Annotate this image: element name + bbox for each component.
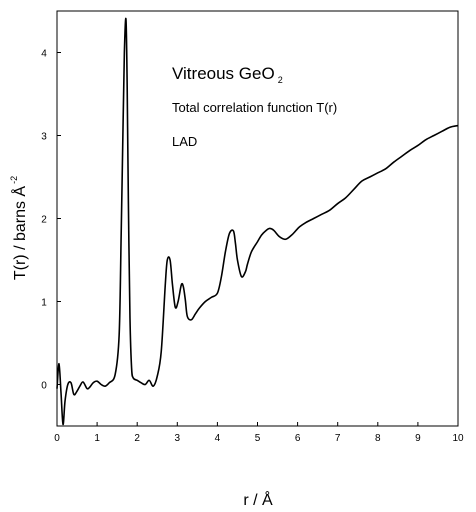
annotation-line3: LAD — [172, 134, 197, 149]
x-tick-label: 5 — [255, 433, 261, 444]
x-axis-title: r / Å — [243, 490, 273, 509]
y-axis-title-exponent: -2 — [9, 176, 19, 184]
x-tick-label: 3 — [175, 433, 181, 444]
annotation-title-subscript: 2 — [278, 75, 283, 85]
y-axis-title-group: T(r) / barns Å -2 — [9, 176, 29, 280]
y-tick-label: 3 — [41, 132, 47, 143]
x-tick-label: 10 — [452, 433, 464, 444]
x-tick-label: 8 — [375, 433, 381, 444]
x-tick-label: 0 — [54, 433, 60, 444]
annotation-title: Vitreous GeO 2 — [172, 64, 283, 85]
annotation-line2: Total correlation function T(r) — [172, 100, 337, 115]
y-tick-label: 2 — [41, 215, 47, 226]
x-tick-label: 4 — [215, 433, 221, 444]
y-axis-title: T(r) / barns Å -2 — [9, 176, 29, 280]
y-tick-label: 1 — [41, 298, 47, 309]
y-axis-title-main: T(r) / barns Å — [10, 186, 29, 281]
x-axis-ticks: 0 1 2 3 4 5 6 7 8 9 10 — [54, 422, 464, 444]
x-tick-label: 2 — [134, 433, 140, 444]
y-axis-ticks: 0 1 2 3 4 — [41, 49, 61, 392]
y-tick-label: 0 — [41, 381, 47, 392]
y-tick-label: 4 — [41, 49, 47, 60]
x-tick-label: 6 — [295, 433, 301, 444]
x-tick-label: 9 — [415, 433, 421, 444]
series-line-total-correlation — [56, 17, 459, 426]
x-tick-label: 7 — [335, 433, 341, 444]
x-tick-label: 1 — [94, 433, 100, 444]
annotation-title-main: Vitreous GeO — [172, 64, 275, 83]
